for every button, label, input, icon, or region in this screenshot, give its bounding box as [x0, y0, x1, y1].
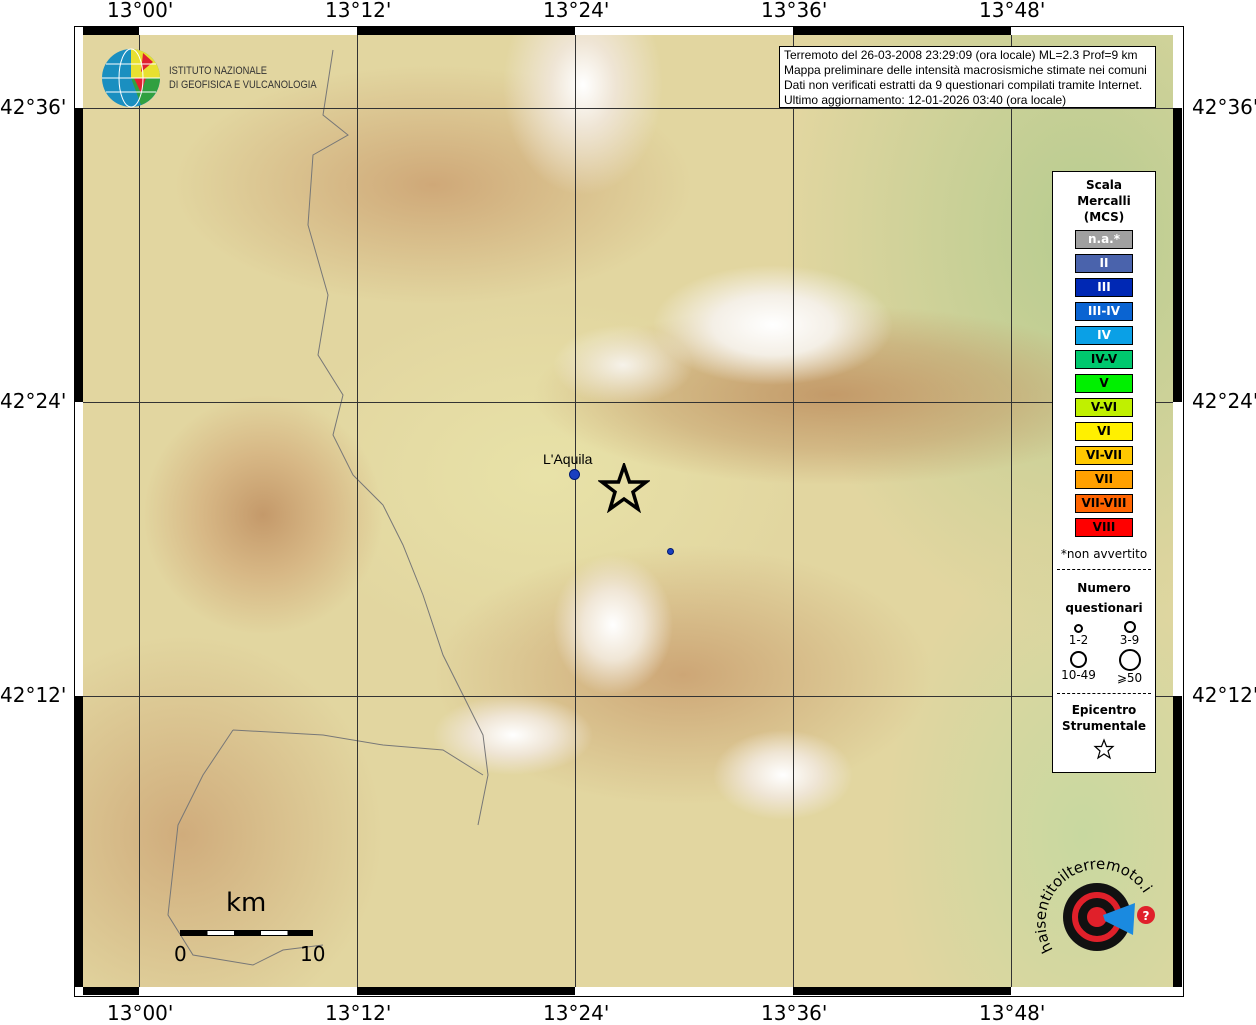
lon-label: 13°00': [107, 0, 174, 22]
event-info-box: Terremoto del 26-03-2008 23:29:09 (ora l…: [779, 46, 1156, 108]
intensity-swatch: VII: [1075, 470, 1133, 489]
intensity-swatch: VI-VII: [1075, 446, 1133, 465]
frame-band: [1173, 108, 1182, 402]
count-item: 10-49: [1053, 649, 1104, 685]
count-item: 1-2: [1053, 620, 1104, 647]
grid-line: [83, 696, 1173, 697]
legend-title: Mercalli: [1077, 194, 1131, 208]
grid-line: [83, 108, 1173, 109]
intensity-swatch: V: [1075, 374, 1133, 393]
info-line: Terremoto del 26-03-2008 23:29:09 (ora l…: [784, 48, 1138, 62]
intensity-swatch: V-VI: [1075, 398, 1133, 417]
intensity-swatch: II: [1075, 254, 1133, 273]
intensity-swatch: III: [1075, 278, 1133, 297]
intensity-swatch: IV: [1075, 326, 1133, 345]
lat-label: 42°12': [0, 683, 67, 707]
intensity-swatch: VIII: [1075, 518, 1133, 537]
scalebar-max: 10: [300, 942, 326, 966]
grid-line: [83, 402, 1173, 403]
legend-title: Scala: [1085, 178, 1123, 192]
frame-band: [83, 987, 139, 995]
legend-star-icon: [1093, 738, 1115, 760]
frame-band: [357, 27, 575, 35]
epi-title: Epicentro: [1071, 703, 1137, 717]
lat-label: 42°24': [0, 389, 67, 413]
svg-text:?: ?: [1143, 909, 1150, 923]
relief-map[interactable]: [83, 35, 1173, 987]
legend-note: *non avvertito: [1060, 547, 1148, 561]
info-line: Ultimo aggiornamento: 12-01-2026 03:40 (…: [784, 93, 1067, 107]
lon-label: 13°48': [979, 1001, 1046, 1025]
grid-line: [139, 35, 140, 987]
grid-line: [1011, 35, 1012, 987]
frame-band: [793, 987, 1011, 995]
haisentito-logo: ? haisentitoilterremoto.it: [1035, 855, 1156, 956]
lon-label: 13°48': [979, 0, 1046, 22]
intensity-point[interactable]: [569, 469, 580, 480]
frame-band: [1173, 696, 1182, 987]
frame-band: [357, 987, 575, 995]
grid-line: [793, 35, 794, 987]
lon-label: 13°36': [761, 1001, 828, 1025]
epicenter-star-icon[interactable]: [598, 463, 650, 513]
intensity-swatch: IV-V: [1075, 350, 1133, 369]
count-title: Numero: [1077, 581, 1131, 595]
legend: Scala Mercalli (MCS) n.a.* II III III-IV IV I…: [1052, 171, 1156, 773]
lon-label: 13°24': [543, 0, 610, 22]
legend-title: (MCS): [1083, 210, 1125, 224]
info-line: Dati non verificati estratti da 9 questi…: [784, 78, 1143, 92]
globe-icon: [102, 48, 160, 108]
scalebar-unit: km: [226, 888, 267, 918]
intensity-swatch: VI: [1075, 422, 1133, 441]
intensity-swatch: VII-VIII: [1075, 494, 1133, 513]
lat-label: 42°36': [0, 95, 67, 119]
lat-label: 42°12': [1192, 683, 1256, 707]
grid-line: [575, 35, 576, 987]
epi-title: Strumentale: [1061, 719, 1147, 733]
ingv-logo: ISTITUTO NAZIONALE DI GEOFISICA E VULCAN…: [101, 48, 317, 114]
lon-label: 13°24': [543, 1001, 610, 1025]
intensity-swatch: n.a.*: [1075, 230, 1133, 249]
scale-bar: [180, 930, 313, 936]
intensity-point[interactable]: [667, 548, 674, 555]
intensity-swatch: III-IV: [1075, 302, 1133, 321]
lon-label: 13°12': [325, 1001, 392, 1025]
lat-label: 42°36': [1192, 95, 1256, 119]
frame-band: [75, 108, 83, 402]
count-item: 3-9: [1104, 620, 1155, 647]
lat-label: 42°24': [1192, 389, 1256, 413]
grid-line: [357, 35, 358, 987]
count-title: questionari: [1065, 601, 1143, 615]
frame-band: [83, 27, 139, 35]
scalebar-min: 0: [174, 942, 187, 966]
lon-label: 13°36': [761, 0, 828, 22]
city-label: L'Aquila: [543, 451, 593, 467]
count-item: ⩾50: [1104, 649, 1155, 685]
frame-band: [75, 696, 83, 987]
info-line: Mappa preliminare delle intensità macros…: [784, 63, 1147, 77]
ingv-line1: ISTITUTO NAZIONALE: [169, 65, 268, 77]
frame-band: [793, 27, 1011, 35]
lon-label: 13°12': [325, 0, 392, 22]
ingv-line2: DI GEOFISICA E VULCANOLOGIA: [169, 79, 317, 91]
lon-label: 13°00': [107, 1001, 174, 1025]
